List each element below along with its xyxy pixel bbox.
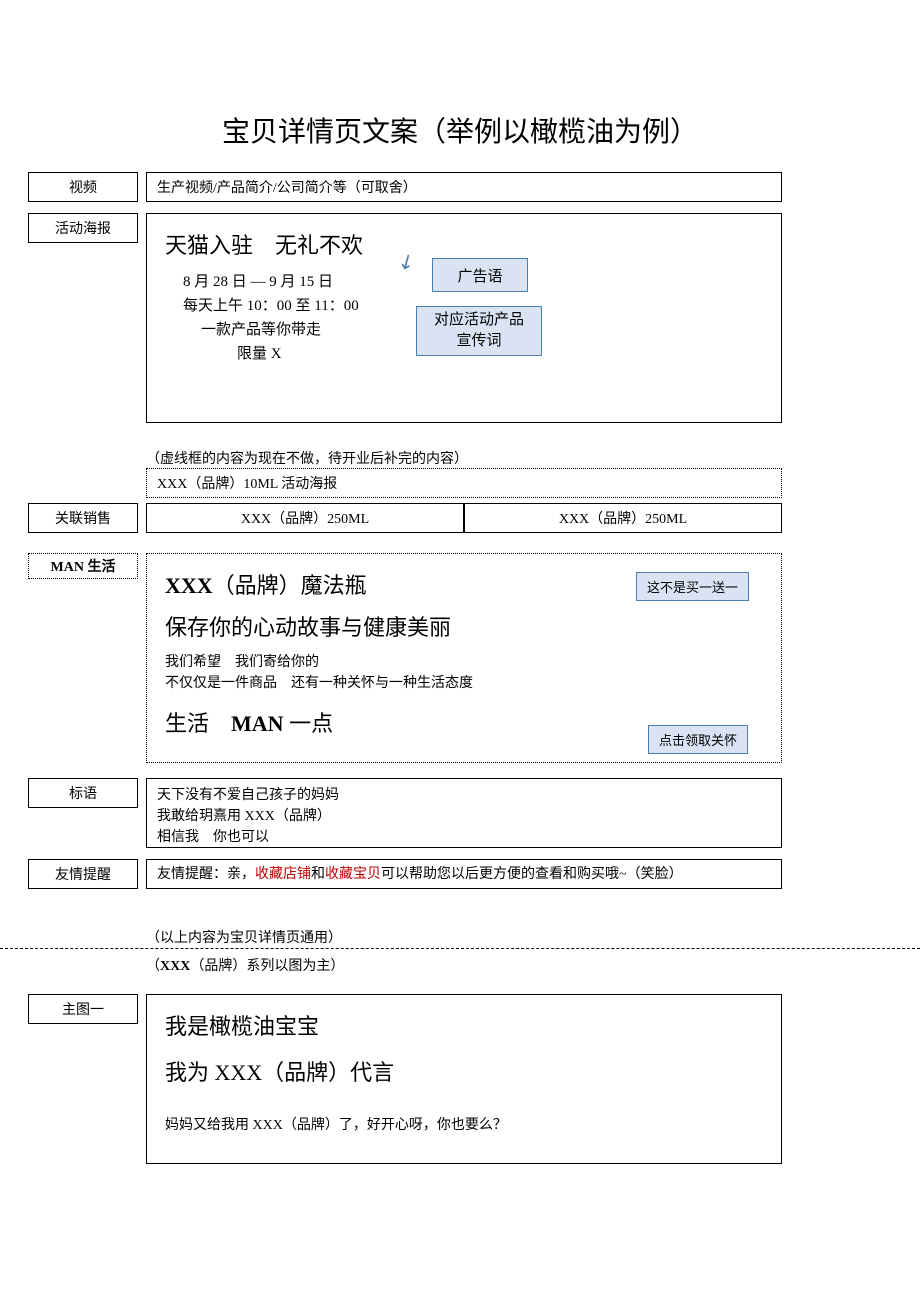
- man-title-brand: XXX: [165, 573, 213, 598]
- related-col2: XXX（品牌）250ML: [559, 508, 687, 528]
- tip-mid: 和: [311, 867, 325, 882]
- label-video-text: 视频: [69, 177, 97, 197]
- poster-sub-text: XXX（品牌）10ML 活动海报: [157, 473, 337, 493]
- man-tag1-text: 这不是买一送一: [647, 577, 738, 596]
- callout-product: 对应活动产品 宣传词: [416, 306, 542, 356]
- label-tip-text: 友情提醒: [55, 864, 111, 884]
- content-related-2: XXX（品牌）250ML: [464, 503, 782, 533]
- tip-text: 友情提醒：亲，收藏店铺和收藏宝贝可以帮助您以后更方便的查看和购买哦~（笑脸）: [157, 864, 683, 885]
- tip-red1: 收藏店铺: [255, 867, 311, 882]
- slogan-l3: 相信我 你也可以: [157, 827, 771, 848]
- man-title-rest: （品牌）魔法瓶: [213, 573, 367, 598]
- label-tip: 友情提醒: [28, 859, 138, 889]
- note3-bold: XXX: [160, 959, 190, 974]
- content-related-1: XXX（品牌）250ML: [146, 503, 464, 533]
- man-footer-pre: 生活: [165, 711, 231, 736]
- content-slogan: 天下没有不爱自己孩子的妈妈 我敢给玥熹用 XXX（品牌） 相信我 你也可以: [146, 778, 782, 848]
- man-body2: 不仅仅是一件商品 还有一种关怀与一种生活态度: [165, 673, 763, 694]
- man-footer-post: 一点: [284, 711, 334, 736]
- label-poster: 活动海报: [28, 213, 138, 243]
- note3-post: （品牌）系列以图为主）: [190, 959, 344, 974]
- man-footer-bold: MAN: [231, 711, 284, 736]
- man-tag2: 点击领取关怀: [648, 725, 748, 754]
- man-sub: 保存你的心动故事与健康美丽: [165, 610, 763, 642]
- note-common: （以上内容为宝贝详情页通用）: [146, 927, 342, 947]
- tip-red2: 收藏宝贝: [325, 867, 381, 882]
- callout-product-text: 对应活动产品 宣传词: [434, 310, 524, 352]
- note-dotted-explain: （虚线框的内容为现在不做，待开业后补完的内容）: [146, 448, 468, 468]
- label-related-text: 关联销售: [55, 508, 111, 528]
- tip-post: 可以帮助您以后更方便的查看和购买哦~（笑脸）: [381, 867, 683, 882]
- main1-h2: 我为 XXX（品牌）代言: [165, 1055, 763, 1087]
- main1-h1: 我是橄榄油宝宝: [165, 1009, 763, 1041]
- man-tag1: 这不是买一送一: [636, 572, 749, 601]
- related-col1: XXX（品牌）250ML: [241, 508, 369, 528]
- label-man-text: MAN 生活: [51, 556, 116, 576]
- note-series: （XXX（品牌）系列以图为主）: [146, 955, 344, 975]
- content-tip: 友情提醒：亲，收藏店铺和收藏宝贝可以帮助您以后更方便的查看和购买哦~（笑脸）: [146, 859, 782, 889]
- label-related: 关联销售: [28, 503, 138, 533]
- label-poster-text: 活动海报: [55, 218, 111, 238]
- content-main1: 我是橄榄油宝宝 我为 XXX（品牌）代言 妈妈又给我用 XXX（品牌）了，好开心…: [146, 994, 782, 1164]
- poster-sub-box: XXX（品牌）10ML 活动海报: [146, 468, 782, 498]
- callout-ad-text: 广告语: [457, 265, 502, 286]
- label-main1: 主图一: [28, 994, 138, 1024]
- label-man: MAN 生活: [28, 553, 138, 579]
- page-title: 宝贝详情页文案（举例以橄榄油为例）: [0, 0, 920, 178]
- label-main1-text: 主图一: [62, 999, 104, 1019]
- tip-pre: 友情提醒：亲，: [157, 867, 255, 882]
- label-slogan-text: 标语: [69, 783, 97, 803]
- man-body1: 我们希望 我们寄给你的: [165, 652, 763, 673]
- callout-ad: 广告语: [432, 258, 528, 292]
- slogan-l1: 天下没有不爱自己孩子的妈妈: [157, 785, 771, 806]
- man-tag2-text: 点击领取关怀: [659, 730, 737, 749]
- content-video: 生产视频/产品简介/公司简介等（可取舍）: [146, 172, 782, 202]
- label-slogan: 标语: [28, 778, 138, 808]
- slogan-l2: 我敢给玥熹用 XXX（品牌）: [157, 806, 771, 827]
- note3-pre: （: [146, 959, 160, 974]
- label-video: 视频: [28, 172, 138, 202]
- poster-headline: 天猫入驻 无礼不欢: [165, 228, 763, 260]
- divider-line: [0, 948, 920, 949]
- main1-body: 妈妈又给我用 XXX（品牌）了，好开心呀，你也要么？: [165, 1115, 763, 1136]
- content-video-text: 生产视频/产品简介/公司简介等（可取舍）: [157, 177, 417, 197]
